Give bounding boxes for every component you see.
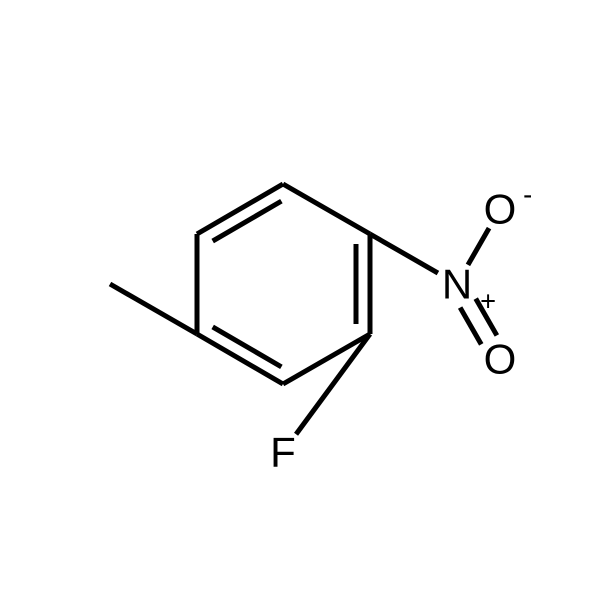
atom-label-f: F: [270, 429, 296, 476]
svg-text:-: -: [523, 179, 532, 210]
molecule-diagram: N+O-OF: [0, 0, 600, 600]
atom-label-o: O: [484, 336, 517, 383]
atom-label-o: O-: [484, 179, 533, 233]
svg-text:F: F: [270, 429, 296, 476]
svg-text:O: O: [484, 186, 517, 233]
svg-text:N: N: [442, 261, 472, 308]
svg-text:O: O: [484, 336, 517, 383]
atom-label-n: N+: [442, 261, 496, 317]
svg-text:+: +: [480, 285, 496, 316]
